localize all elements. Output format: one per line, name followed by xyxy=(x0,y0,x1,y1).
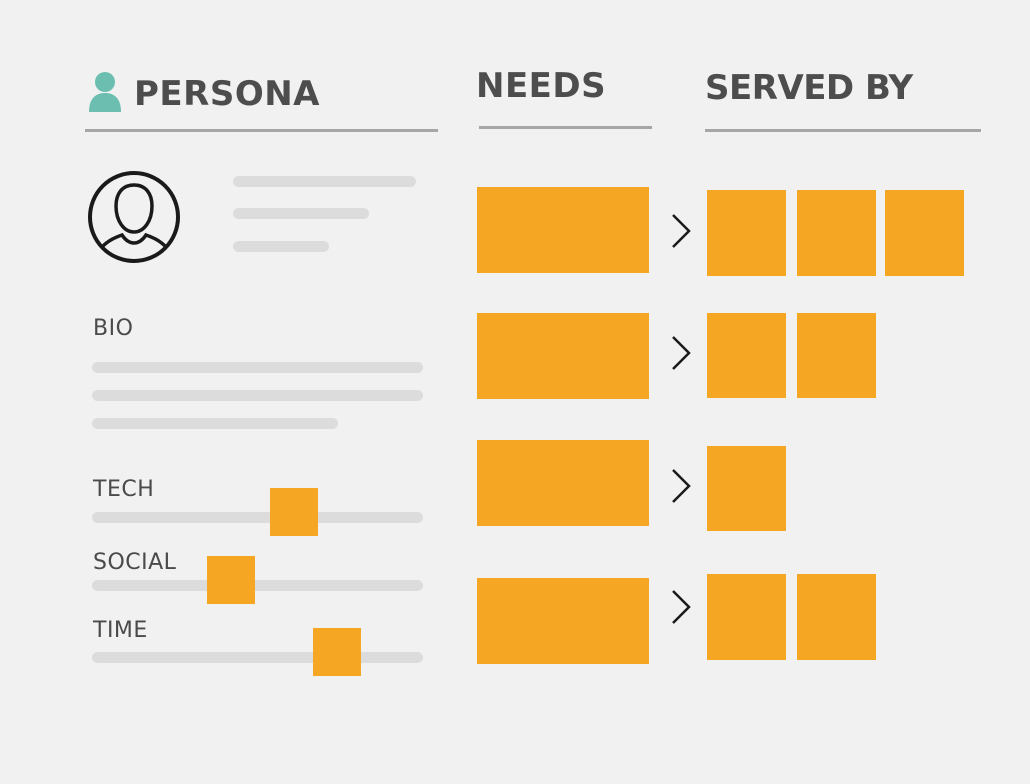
bio-text-placeholder xyxy=(92,362,423,373)
social-slider-track[interactable] xyxy=(92,580,423,591)
served-by-divider xyxy=(705,129,981,132)
need-block xyxy=(477,578,649,664)
persona-title: PERSONA xyxy=(134,74,320,114)
served-by-block xyxy=(707,574,786,660)
served-by-block xyxy=(797,190,876,276)
time-label: TIME xyxy=(93,618,148,643)
persona-column-header: PERSONA xyxy=(88,70,438,134)
tech-label: TECH xyxy=(93,477,155,502)
chevron-right-icon xyxy=(672,336,691,370)
tech-slider-track[interactable] xyxy=(92,512,423,523)
time-slider-handle[interactable] xyxy=(313,628,361,676)
user-circle-icon xyxy=(88,171,180,263)
social-label: SOCIAL xyxy=(93,550,177,575)
served-by-block xyxy=(885,190,964,276)
bio-label: BIO xyxy=(93,316,134,341)
tech-slider-handle[interactable] xyxy=(270,488,318,536)
time-slider-track[interactable] xyxy=(92,652,423,663)
served-by-block xyxy=(707,190,786,276)
served-by-title: SERVED BY xyxy=(705,68,913,108)
chevron-right-icon xyxy=(672,214,691,248)
need-block xyxy=(477,313,649,399)
served-by-block xyxy=(707,446,786,531)
persona-name-placeholder xyxy=(233,176,416,187)
persona-divider xyxy=(85,129,438,132)
chevron-right-icon xyxy=(672,590,691,624)
needs-divider xyxy=(479,126,652,129)
chevron-right-icon xyxy=(672,469,691,503)
need-block xyxy=(477,187,649,273)
served-by-block xyxy=(797,313,876,398)
served-by-block xyxy=(797,574,876,660)
persona-detail-placeholder xyxy=(233,241,329,252)
social-slider-handle[interactable] xyxy=(207,556,255,604)
need-block xyxy=(477,440,649,526)
bio-text-placeholder xyxy=(92,418,338,429)
person-icon xyxy=(89,72,121,112)
served-by-block xyxy=(707,313,786,398)
bio-text-placeholder xyxy=(92,390,423,401)
needs-title: NEEDS xyxy=(476,66,607,106)
persona-detail-placeholder xyxy=(233,208,369,219)
